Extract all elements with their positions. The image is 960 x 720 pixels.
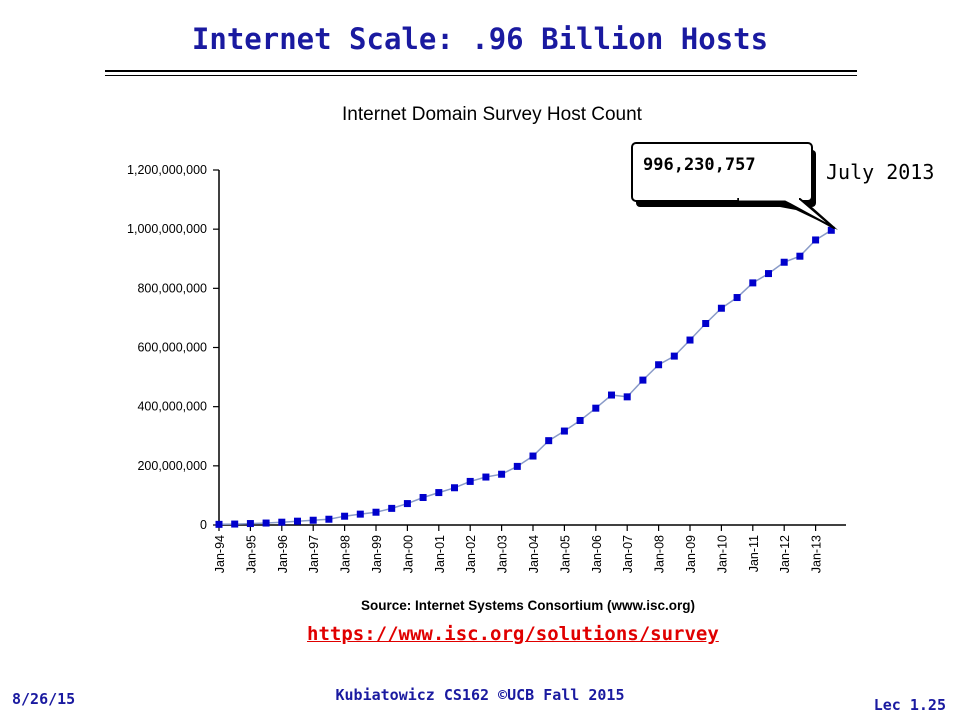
slide-title: Internet Scale: .96 Billion Hosts (191, 22, 769, 56)
data-point (388, 504, 396, 512)
data-point (356, 510, 364, 518)
data-point (262, 519, 270, 527)
x-tick-label: Jan-11 (747, 535, 761, 572)
title-divider (105, 70, 857, 72)
x-tick-label: Jan-98 (339, 535, 353, 573)
data-point (780, 258, 788, 266)
chart-source: Source: Internet Systems Consortium (www… (361, 598, 695, 613)
data-point (623, 393, 631, 401)
data-point (451, 484, 458, 492)
data-point (294, 517, 301, 525)
data-point (513, 462, 521, 470)
y-tick-label: 0 (200, 518, 207, 532)
footer-course: Kubiatowicz CS162 ©UCB Fall 2015 (335, 686, 625, 704)
x-tick-label: Jan-95 (244, 535, 258, 573)
data-point (592, 404, 600, 412)
y-axis-ticks: 0 200,000,000 400,000,000 600,000,000 800,00… (127, 163, 219, 532)
data-point (419, 493, 427, 501)
data-point (827, 226, 835, 234)
data-point (482, 473, 490, 481)
data-point (608, 391, 615, 399)
x-tick-label: Jan-97 (307, 535, 321, 573)
x-tick-label: Jan-07 (621, 535, 635, 573)
data-point (466, 477, 474, 485)
x-tick-label: Jan-09 (684, 535, 698, 573)
series-line (218, 229, 832, 526)
data-point (435, 489, 443, 497)
x-tick-label: Jan-06 (590, 535, 604, 573)
data-point (498, 470, 506, 478)
data-point (246, 520, 254, 528)
callout-bubble: 996,230,757 (631, 142, 838, 230)
data-point (341, 512, 349, 520)
data-point (278, 518, 286, 526)
title-divider-thin (105, 75, 857, 76)
data-point (639, 376, 647, 384)
y-tick-label: 1,200,000,000 (127, 163, 207, 177)
data-point (325, 515, 333, 523)
data-point (655, 361, 663, 369)
data-point (215, 520, 223, 528)
chart-title: Internet Domain Survey Host Count (342, 104, 643, 125)
data-point (686, 336, 694, 344)
x-tick-label: Jan-94 (213, 535, 227, 573)
data-point (812, 236, 820, 244)
y-tick-label: 200,000,000 (137, 459, 207, 473)
data-point (560, 427, 568, 435)
data-point (403, 500, 411, 508)
survey-link[interactable]: https://www.isc.org/solutions/survey (307, 623, 719, 645)
data-point (749, 279, 757, 287)
data-point (670, 352, 678, 360)
y-tick-label: 800,000,000 (137, 281, 207, 295)
x-tick-label: Jan-12 (778, 535, 792, 573)
footer-lecture: Lec 1.25 (873, 696, 946, 714)
data-point (576, 416, 584, 424)
y-tick-label: 400,000,000 (137, 400, 207, 414)
data-point (545, 437, 553, 445)
data-point (796, 252, 804, 260)
x-tick-label: Jan-99 (370, 535, 384, 573)
x-axis-ticks: Jan-94 Jan-95 Jan-96 Jan-97 Jan-98 Jan-99 Jan-… (213, 525, 824, 573)
x-tick-label: Jan-05 (558, 535, 572, 573)
data-point (231, 520, 239, 528)
y-tick-label: 600,000,000 (137, 341, 207, 355)
x-tick-label: Jan-08 (653, 535, 667, 573)
x-tick-label: Jan-10 (715, 535, 729, 573)
data-point (733, 294, 741, 302)
data-point (372, 508, 380, 516)
data-point (309, 516, 317, 524)
data-point (765, 270, 772, 278)
x-tick-label: Jan-03 (496, 535, 510, 573)
callout-date: July 2013 (826, 160, 934, 184)
y-tick-label: 1,000,000,000 (127, 222, 207, 236)
data-point (702, 320, 710, 328)
x-tick-label: Jan-00 (401, 535, 415, 573)
callout-value: 996,230,757 (643, 155, 756, 175)
x-tick-label: Jan-13 (810, 535, 824, 573)
footer-date: 8/26/15 (12, 690, 76, 708)
x-tick-label: Jan-02 (464, 535, 478, 573)
data-point (717, 304, 725, 312)
series-markers (215, 226, 835, 528)
x-tick-label: Jan-96 (276, 535, 290, 573)
x-tick-label: Jan-01 (433, 535, 447, 573)
data-point (529, 452, 537, 460)
x-tick-label: Jan-04 (527, 535, 541, 573)
